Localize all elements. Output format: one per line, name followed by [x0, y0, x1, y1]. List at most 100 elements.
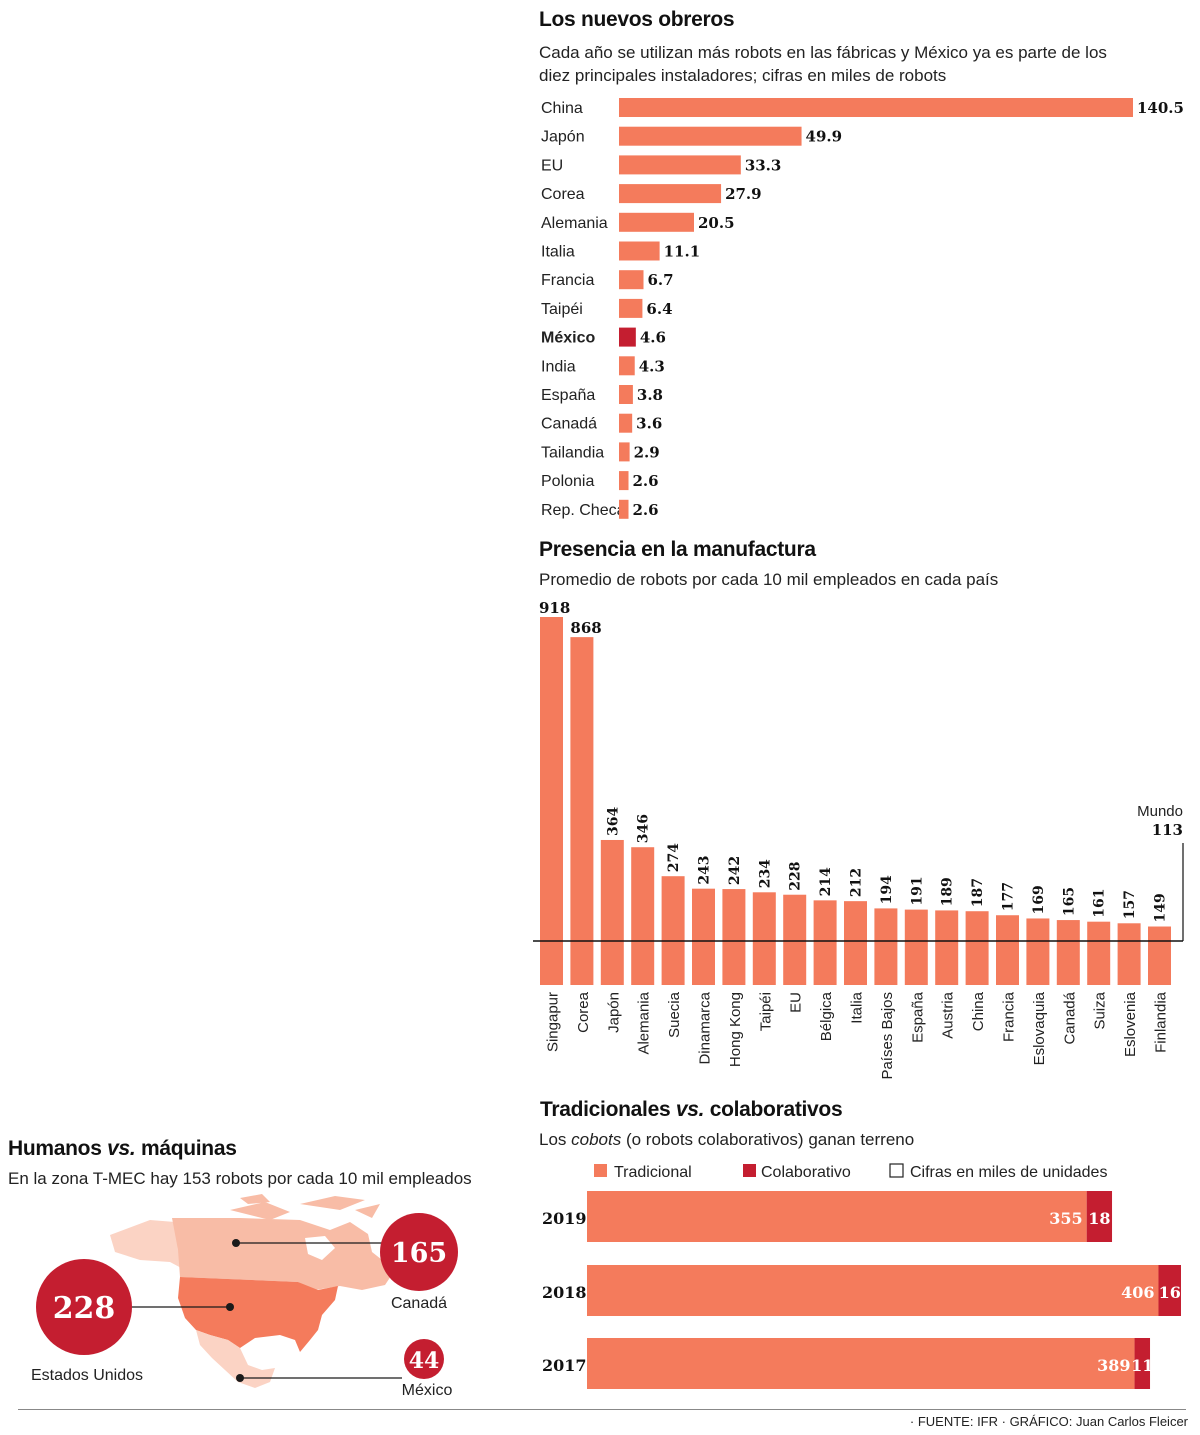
bar-8: [783, 894, 807, 985]
bar-4: [619, 212, 694, 232]
chart3-subtitle: Los cobots (o robots colaborativos) gana…: [539, 1128, 914, 1151]
bar-3: [619, 184, 722, 204]
bar-1: [570, 637, 594, 985]
bar-colaborativo-0: [1086, 1191, 1113, 1242]
map-usa: [178, 1277, 338, 1352]
chart3-subtitle-part2: (o robots colaborativos) ganan terreno: [621, 1130, 915, 1149]
value-label-1: 868: [570, 619, 601, 637]
legend-label-colaborativo: Colaborativo: [761, 1164, 851, 1181]
bar-0: [540, 617, 563, 985]
usa-value-circle: [36, 1259, 132, 1355]
chart2-vbar-chart: 918 Singapur 868 Corea 364 Japón 346 Alemania 27…: [533, 599, 1184, 1080]
reference-line-label: Mundo: [1137, 803, 1183, 820]
usa-value: 228: [53, 1291, 116, 1326]
bar-11: [874, 908, 898, 985]
category-label-15: Francia: [1001, 991, 1018, 1042]
value-label-10: 3.8: [637, 386, 663, 404]
bar-15: [996, 915, 1019, 985]
value-label-9: 214: [818, 867, 834, 896]
category-label-6: Hong Kong: [727, 992, 744, 1067]
bar-12: [619, 442, 630, 462]
category-label-16: Eslovaquia: [1031, 991, 1048, 1065]
canada-value-circle: [380, 1213, 458, 1291]
map-title-part2: máquinas: [135, 1137, 237, 1160]
value-label-2: 364: [605, 806, 621, 835]
category-label-8: México: [541, 330, 595, 347]
category-label-20: Finlandia: [1153, 991, 1170, 1053]
bar-14: [619, 499, 629, 519]
bar-18: [1087, 921, 1111, 985]
chart3-title-part2: colaborativos: [704, 1098, 843, 1121]
category-label-6: Francia: [541, 272, 594, 289]
bar-5: [619, 241, 660, 261]
value-label-colaborativo-2: 11: [1131, 1356, 1153, 1375]
bar-7: [752, 892, 776, 985]
bar-4: [661, 876, 685, 985]
bar-11: [619, 413, 633, 433]
value-label-6: 242: [727, 856, 743, 885]
bar-13: [619, 471, 629, 491]
category-label-3: Corea: [541, 186, 585, 203]
map-arctic-islands: [230, 1194, 380, 1220]
map-subtitle: En la zona T-MEC hay 153 robots por cada…: [8, 1169, 472, 1188]
value-label-tradicional-1: 406: [1121, 1283, 1154, 1302]
value-label-0: 140.5: [1137, 99, 1184, 117]
chart3-stacked-bar-chart: Tradicional Colaborativo Cifras en miles d…: [542, 1163, 1181, 1389]
value-label-3: 346: [636, 814, 652, 843]
category-label-5: Italia: [541, 244, 575, 261]
bar-7: [619, 298, 643, 318]
mexico-value: 44: [409, 1348, 440, 1374]
bar-colaborativo-1: [1158, 1265, 1181, 1316]
value-label-10: 212: [849, 868, 865, 897]
value-label-13: 2.6: [633, 472, 659, 490]
category-label-11: Canadá: [541, 416, 597, 433]
legend-swatch-note: [889, 1163, 904, 1178]
category-label-1: Japón: [541, 129, 585, 146]
value-label-6: 6.7: [648, 271, 674, 289]
category-label-2: Japón: [605, 992, 622, 1033]
value-label-19: 157: [1122, 890, 1138, 919]
chart2-title: Presencia en la manufactura: [539, 538, 816, 561]
chart3-subtitle-italic: cobots: [571, 1130, 622, 1149]
category-label-7: Taipéi: [757, 992, 774, 1031]
value-label-17: 165: [1061, 887, 1077, 916]
chart1-title: Los nuevos obreros: [539, 8, 735, 31]
value-label-20: 149: [1153, 893, 1169, 922]
value-label-colaborativo-1: 16: [1159, 1283, 1181, 1302]
bar-tradicional-2: [587, 1338, 1135, 1389]
value-label-4: 274: [666, 843, 682, 872]
value-label-12: 191: [909, 876, 925, 905]
north-america-map: 165 Canadá 228 Estados Unidos 44 México: [31, 1194, 458, 1399]
value-label-12: 2.9: [634, 443, 660, 461]
bar-8: [619, 327, 636, 347]
chart3-subtitle-part1: Los: [539, 1130, 572, 1149]
category-label-13: Polonia: [541, 473, 594, 490]
bar-9: [813, 900, 837, 985]
mexico-marker-dot: [236, 1374, 244, 1382]
year-label-0: 2019: [542, 1209, 587, 1228]
value-label-8: 4.6: [640, 329, 666, 347]
footer-divider: [18, 1409, 1186, 1410]
legend-label-tradicional: Tradicional: [614, 1164, 692, 1181]
category-label-17: Canadá: [1061, 991, 1078, 1044]
value-label-0: 918: [539, 599, 570, 617]
value-label-5: 11.1: [664, 243, 701, 261]
category-label-14: China: [970, 991, 987, 1031]
chart3-title-part1: Tradicionales: [540, 1098, 676, 1121]
category-label-10: España: [541, 387, 595, 404]
bar-14: [965, 911, 989, 985]
category-label-9: India: [541, 358, 576, 375]
value-label-14: 2.6: [633, 501, 659, 519]
bar-3: [631, 847, 655, 985]
mexico-value-circle: [404, 1339, 444, 1379]
chart3-title-italic: vs.: [675, 1098, 705, 1121]
category-label-2: EU: [541, 157, 563, 174]
value-label-15: 177: [1001, 882, 1017, 911]
category-label-5: Dinamarca: [697, 991, 714, 1064]
chart1-subtitle-line1: Cada año se utilizan más robots en las f…: [539, 43, 1107, 62]
chart1-hbar-chart: China 140.5 Japón 49.9 EU 33.3 Corea 27.9 Aleman…: [541, 98, 1184, 519]
chart2-subtitle: Promedio de robots por cada 10 mil emple…: [539, 570, 999, 589]
usa-label: Estados Unidos: [31, 1367, 143, 1384]
category-label-10: Italia: [849, 991, 866, 1023]
footer-source: · FUENTE: IFR · GRÁFICO: Juan Carlos Fle…: [909, 1414, 1188, 1429]
